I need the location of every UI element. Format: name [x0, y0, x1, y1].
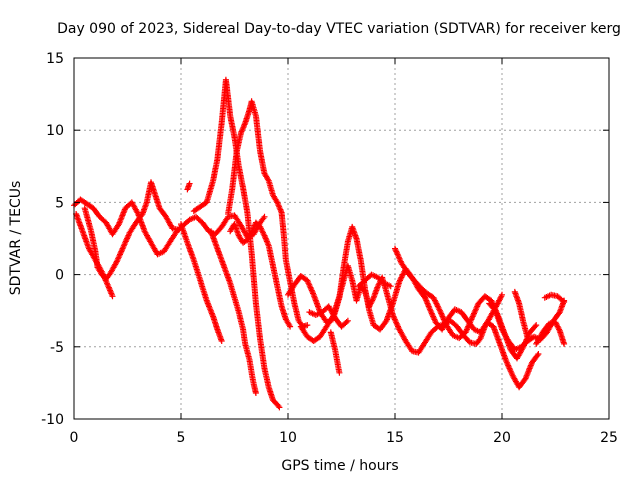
y-tick-labels: -10 -5 0 5 10 15 — [41, 51, 64, 428]
series-arc-13 — [327, 329, 343, 376]
series-arc-10 — [285, 223, 428, 333]
series-arc-11 — [297, 262, 505, 356]
y-tick-label: 5 — [55, 195, 64, 211]
data-point — [287, 323, 294, 330]
series-arc-18 — [533, 319, 568, 347]
data-point — [555, 310, 562, 317]
y-tick-label: 0 — [55, 268, 64, 284]
x-tick-label: 25 — [600, 430, 618, 446]
y-tick-label: -5 — [50, 340, 64, 356]
series-arc-20 — [511, 288, 531, 342]
series-arc-6 — [178, 221, 225, 344]
data-point — [524, 335, 531, 342]
data-points — [71, 76, 568, 411]
data-point — [533, 322, 540, 329]
data-point — [499, 291, 505, 298]
data-point — [336, 369, 343, 376]
data-point — [276, 404, 283, 411]
data-point — [261, 213, 268, 220]
data-point — [304, 322, 311, 329]
data-point — [387, 283, 394, 290]
series-arc-19 — [541, 291, 568, 305]
data-point — [534, 352, 541, 359]
data-point — [561, 299, 568, 305]
series-arc-8 — [225, 98, 311, 330]
data-point — [559, 297, 566, 304]
grid-lines — [74, 58, 609, 419]
data-point — [535, 351, 542, 357]
data-point — [343, 319, 350, 325]
data-point — [109, 293, 116, 300]
x-tick-label: 5 — [177, 430, 186, 446]
data-point — [344, 317, 351, 324]
y-axis-label: SDTVAR / TECUs — [8, 181, 24, 296]
series-arc-9 — [227, 219, 294, 330]
data-point — [186, 180, 193, 187]
data-point — [252, 390, 259, 396]
data-point — [218, 338, 225, 344]
plot-frame — [73, 57, 610, 420]
series-arc-7 — [208, 228, 259, 396]
series-arc-4 — [184, 180, 193, 193]
series-arc-14 — [355, 271, 394, 290]
x-axis-label: GPS time / hours — [281, 458, 398, 474]
axis-ticks — [73, 57, 610, 420]
x-tick-label: 20 — [493, 430, 511, 446]
series-arc-3 — [81, 179, 182, 282]
x-tick-label: 15 — [386, 430, 404, 446]
series-arc-16 — [419, 288, 542, 391]
x-tick-label: 10 — [279, 430, 297, 446]
y-tick-label: -10 — [41, 412, 64, 428]
data-point — [532, 323, 539, 330]
x-tick-labels: 0 5 10 15 20 25 — [70, 430, 618, 446]
chart-title: Day 090 of 2023, Sidereal Day-to-day VTE… — [57, 21, 621, 37]
series-arc-12 — [306, 303, 351, 330]
y-tick-label: 15 — [46, 51, 64, 67]
data-point — [561, 340, 568, 347]
x-tick-label: 0 — [70, 430, 79, 446]
y-tick-label: 10 — [46, 123, 64, 139]
